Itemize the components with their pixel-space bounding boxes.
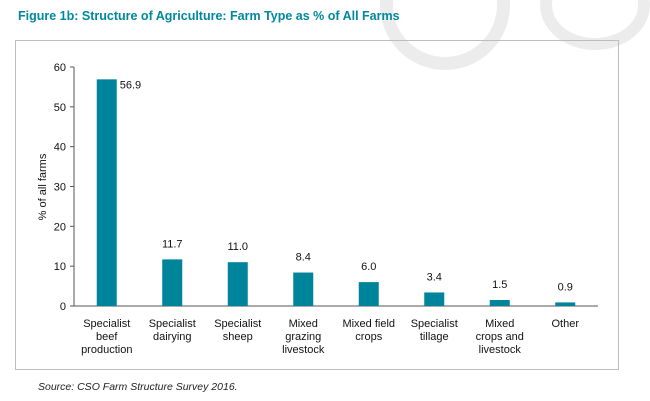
x-tick-label: Mixed grazing livestock bbox=[282, 318, 325, 356]
bar bbox=[424, 292, 445, 306]
bar-value-label: 1.5 bbox=[492, 279, 507, 291]
bar-value-label: 6.0 bbox=[361, 261, 376, 273]
x-tick-label-line: sheep bbox=[223, 331, 253, 343]
bar-value-label: 3.4 bbox=[427, 271, 442, 283]
bar-value-label: 11.7 bbox=[162, 238, 183, 250]
x-tick-label-line: Specialist bbox=[83, 318, 130, 330]
bar-series bbox=[96, 79, 576, 307]
bar bbox=[555, 302, 576, 306]
bar-value-label: 56.9 bbox=[120, 79, 141, 91]
x-tick-label: Other bbox=[551, 318, 579, 330]
chart-axes bbox=[70, 66, 598, 307]
bar bbox=[96, 79, 117, 307]
x-tick-label-line: tillage bbox=[420, 331, 449, 343]
bar-value-label: 0.9 bbox=[558, 281, 573, 293]
x-tick-label-line: dairying bbox=[153, 331, 192, 343]
x-tick-label: Specialist sheep bbox=[214, 318, 261, 343]
x-tick-label-line: livestock bbox=[479, 344, 522, 356]
bar bbox=[293, 272, 314, 306]
x-tick-label-line: production bbox=[81, 344, 132, 356]
x-tick-label: Specialist tillage bbox=[411, 318, 458, 343]
x-tick-label-line: Mixed bbox=[289, 318, 318, 330]
bar-value-label: 11.0 bbox=[227, 241, 248, 253]
x-tick-label: Mixed crops and livestock bbox=[476, 318, 524, 356]
y-tick-label: 40 bbox=[54, 142, 66, 154]
y-tick-label: 10 bbox=[54, 261, 66, 273]
y-tick-labels: 0 10 20 30 40 50 60 bbox=[54, 62, 66, 313]
x-tick-label-line: grazing bbox=[285, 331, 321, 343]
bar bbox=[358, 282, 379, 306]
figure-title: Figure 1b: Structure of Agriculture: Far… bbox=[18, 9, 400, 23]
x-tick-label-line: beef bbox=[96, 331, 118, 343]
x-tick-label-line: crops and bbox=[476, 331, 524, 343]
x-tick-label-line: Specialist bbox=[411, 318, 458, 330]
x-tick-label: Mixed field crops bbox=[342, 318, 395, 343]
source-note: Source: CSO Farm Structure Survey 2016. bbox=[38, 381, 238, 393]
bar bbox=[162, 259, 183, 306]
chart-frame bbox=[15, 40, 619, 370]
y-tick-label: 20 bbox=[54, 221, 66, 233]
y-axis-label: % of all farms bbox=[37, 153, 49, 220]
x-tick-label-line: Specialist bbox=[149, 318, 196, 330]
x-tick-label-line: Specialist bbox=[214, 318, 261, 330]
y-tick-label: 0 bbox=[60, 301, 66, 313]
y-tick-label: 60 bbox=[54, 62, 66, 74]
x-tick-label-line: crops bbox=[355, 331, 382, 343]
bar bbox=[227, 262, 248, 306]
y-tick-label: 30 bbox=[54, 182, 66, 194]
x-tick-label-line: Mixed field bbox=[342, 318, 395, 330]
bar bbox=[489, 300, 510, 306]
y-tick-label: 50 bbox=[54, 102, 66, 114]
x-tick-label-line: Other bbox=[551, 318, 579, 330]
x-tick-label-line: Mixed bbox=[485, 318, 514, 330]
data-labels: 56.9 11.7 11.0 8.4 6.0 3.4 1.5 0.9 bbox=[120, 79, 573, 293]
x-tick-label-line: livestock bbox=[282, 344, 325, 356]
x-tick-label: Specialist dairying bbox=[149, 318, 196, 343]
bar-value-label: 8.4 bbox=[296, 252, 311, 264]
x-tick-label: Specialist beef production bbox=[81, 318, 132, 356]
